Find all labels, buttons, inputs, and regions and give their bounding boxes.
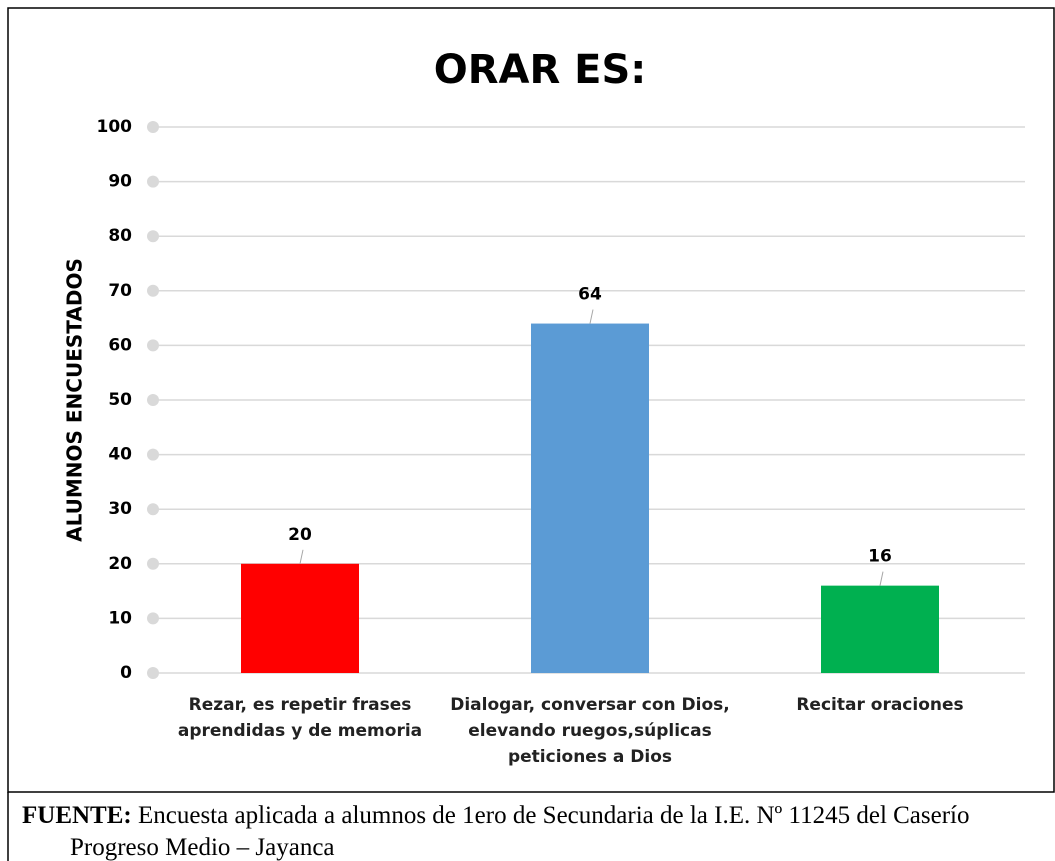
chart-title: ORAR ES:: [434, 47, 647, 93]
tick-mark: [147, 557, 159, 570]
tick-mark: [147, 667, 159, 679]
x-tick-label: Rezar, es repetir frases aprendidas y de…: [177, 695, 423, 741]
bar: [821, 585, 939, 673]
y-axis-title: ALUMNOS ENCUESTADOS: [63, 258, 87, 542]
tick-mark: [147, 394, 159, 406]
y-tick-label: 40: [108, 445, 132, 465]
y-tick-label: 0: [120, 663, 132, 683]
caption-text: Encuesta aplicada a alumnos de 1ero de S…: [70, 802, 970, 861]
tick-mark: [147, 121, 159, 133]
y-tick-label: 100: [97, 117, 133, 137]
y-tick-label: 20: [108, 554, 132, 574]
caption: FUENTE: Encuesta aplicada a alumnos de 1…: [22, 800, 1052, 861]
tick-mark: [147, 612, 159, 625]
data-label: 16: [868, 547, 892, 567]
y-tick-label: 30: [108, 499, 132, 519]
tick-mark: [147, 175, 159, 188]
caption-label: FUENTE:: [22, 802, 132, 829]
bar: [241, 563, 359, 673]
bar: [531, 323, 649, 673]
leader-line: [879, 571, 884, 586]
y-tick-label: 70: [108, 281, 132, 301]
tick-mark: [147, 448, 159, 461]
y-tick-label: 60: [108, 335, 132, 355]
y-tick-label: 90: [108, 172, 132, 192]
x-tick-label: Dialogar, conversar con Dios, elevando r…: [450, 695, 730, 767]
tick-mark: [147, 284, 159, 297]
y-tick-label: 50: [108, 390, 132, 410]
y-tick-label: 80: [108, 226, 132, 246]
tick-mark: [147, 339, 159, 352]
leader-line: [589, 309, 594, 324]
leader-line: [299, 549, 304, 564]
data-label: 20: [288, 525, 312, 545]
x-tick-label: Recitar oraciones: [796, 695, 964, 715]
tick-mark: [147, 503, 159, 516]
chart-frame: [7, 7, 1055, 793]
data-label: 64: [578, 285, 602, 305]
y-tick-label: 10: [108, 608, 132, 628]
tick-mark: [147, 230, 159, 243]
